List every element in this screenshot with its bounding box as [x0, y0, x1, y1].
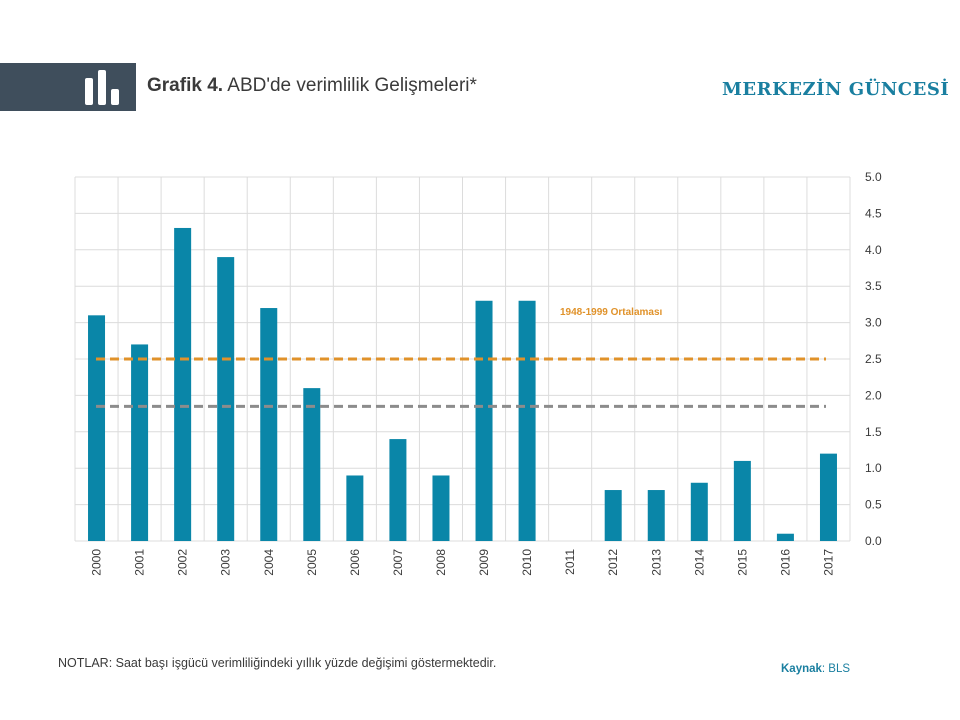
x-tick-label: 2013 [649, 549, 663, 576]
footer-note: NOTLAR: Saat başı işgücü verimliliğindek… [58, 656, 497, 670]
x-tick-label: 2005 [305, 549, 319, 576]
y-tick-label: 4.0 [865, 243, 882, 257]
bar-2001 [131, 344, 149, 541]
chart-bars [88, 227, 837, 541]
x-tick-label: 2009 [477, 549, 491, 576]
bar-2017 [819, 453, 837, 541]
y-tick-label: 0.5 [865, 498, 882, 512]
bar-2015 [733, 460, 751, 541]
header-block [0, 63, 136, 111]
y-tick-label: 5.0 [865, 170, 882, 184]
x-tick-label: 2016 [778, 549, 792, 576]
title-main: ABD'de verimlilik Gelişmeleri* [223, 75, 477, 96]
bar-2005 [303, 388, 321, 541]
bar-2008 [432, 475, 450, 541]
x-tick-label: 2000 [90, 549, 104, 576]
source-key: Kaynak [781, 663, 822, 675]
y-tick-label: 1.5 [865, 425, 882, 439]
x-tick-label: 2012 [606, 549, 620, 576]
y-tick-label: 2.5 [865, 352, 882, 366]
bar-2012 [604, 490, 622, 541]
y-tick-label: 0.0 [865, 534, 882, 548]
bar-2009 [475, 300, 493, 541]
chart-title: Grafik 4. ABD'de verimlilik Gelişmeleri* [147, 75, 477, 97]
source-value: : BLS [821, 663, 851, 675]
bar-2007 [389, 439, 407, 541]
y-tick-label: 1.0 [865, 461, 882, 475]
chart-grid [74, 176, 851, 542]
brand-logo: MERKEZİN GÜNCESİ [722, 79, 950, 100]
bar-2014 [690, 482, 708, 541]
x-tick-label: 2002 [176, 549, 190, 576]
x-tick-label: 2007 [391, 549, 405, 576]
source-label: Kaynak: BLS [781, 663, 850, 675]
x-tick-label: 2011 [563, 549, 577, 575]
y-axis-ticks: 0.0 0.5 1.0 1.5 2.0 2.5 3.0 3.5 4.0 4.5 5.0 [865, 170, 882, 548]
x-tick-label: 2004 [262, 549, 276, 576]
bar-2002 [174, 227, 192, 541]
x-tick-label: 2003 [219, 549, 233, 576]
x-axis-ticks: 2000 2001 2002 2003 2004 2005 2006 2007 2008 2009… [90, 549, 836, 576]
bar-2004 [260, 308, 278, 541]
x-tick-label: 2017 [821, 549, 835, 576]
bar-2016 [776, 533, 794, 541]
reference-line-label: 1948-1999 Ortalaması [560, 307, 663, 318]
bar-chart-icon [85, 70, 119, 105]
reference-lines: 1948-1999 Ortalaması [96, 307, 826, 408]
x-tick-label: 2014 [692, 549, 706, 576]
bar-2006 [346, 475, 364, 541]
y-tick-label: 3.5 [865, 279, 882, 293]
y-tick-label: 3.0 [865, 316, 882, 330]
x-tick-label: 2015 [735, 549, 749, 576]
x-tick-label: 2001 [133, 549, 147, 576]
bar-2010 [518, 300, 536, 541]
y-tick-label: 4.5 [865, 206, 882, 220]
x-tick-label: 2010 [520, 549, 534, 576]
x-tick-label: 2006 [348, 549, 362, 576]
bar-2003 [217, 257, 235, 541]
title-prefix: Grafik 4. [147, 75, 224, 96]
x-tick-label: 2008 [434, 549, 448, 576]
bar-2000 [88, 315, 106, 541]
y-tick-label: 2.0 [865, 388, 882, 402]
bar-2013 [647, 490, 665, 541]
